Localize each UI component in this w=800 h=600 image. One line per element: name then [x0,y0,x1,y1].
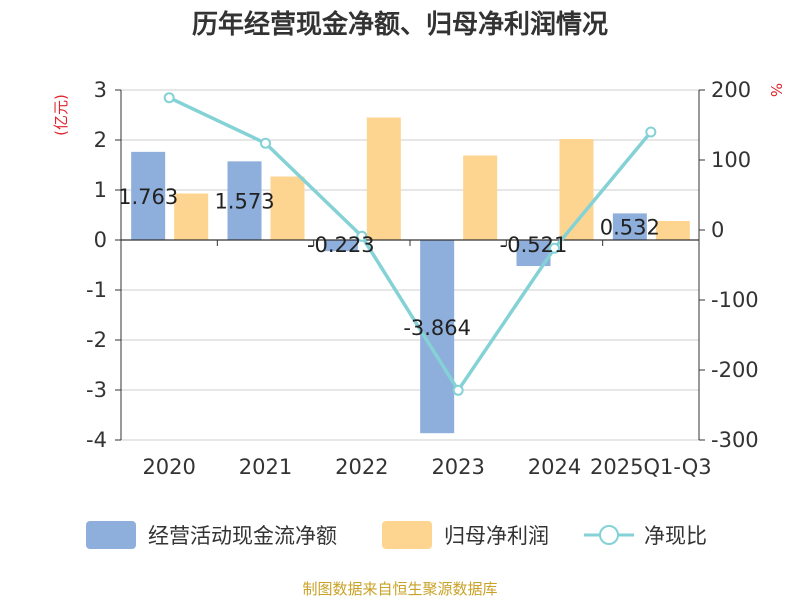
legend-label: 净现比 [644,524,707,548]
legend-label: 归母净利润 [444,524,549,548]
legend: 经营活动现金流净额 归母净利润 净现比 [86,521,707,549]
left-tick-label: 3 [94,78,107,102]
ratio-point [260,137,271,149]
profit-bar [559,139,594,240]
cashflow-data-label: -3.864 [403,316,471,340]
gridlines [121,89,699,441]
ratio-line [163,92,657,396]
right-tick-label: 200 [711,78,751,102]
cashflow-bar [227,161,262,240]
legend-swatch-marker [599,525,619,545]
left-tick-label: -4 [86,428,107,452]
legend-ratio: 净现比 [584,524,707,548]
legend-label: 经营活动现金流净额 [148,524,337,548]
left-tick-label: -1 [86,278,107,302]
left-tick-label: -3 [86,378,107,402]
right-tick-label: -200 [711,358,759,382]
bars [131,117,690,434]
cashflow-data-label: -0.223 [307,233,375,257]
ratio-point [549,242,560,254]
cashflow-data-label: -0.521 [500,233,568,257]
right-axis-unit: % [767,83,785,97]
profit-bar [366,117,401,240]
ratio-point [452,384,464,396]
category-label: 2024 [528,455,581,479]
legend-swatch [86,521,136,549]
right-tick-label: -300 [711,428,759,452]
right-tick-label: 100 [711,148,751,172]
legend-profit: 归母净利润 [382,521,549,549]
cashflow-data-label: 1.573 [214,190,274,214]
left-tick-label: -2 [86,328,107,352]
axes: 3 2 1 0 -1 -2 -3 -4 200 100 0 -100 -200 -300 2020 2021 2… [86,78,759,479]
left-tick-label: 2 [94,128,107,152]
left-axis-unit: (亿元) [52,94,70,136]
cashflow-bar [323,240,358,252]
legend-swatch [382,521,432,549]
right-tick-label: -100 [711,288,759,312]
ratio-polyline [168,96,653,393]
profit-bar [174,193,209,240]
cashflow-bar [131,151,166,240]
left-tick-label: 0 [94,228,107,252]
cashflow-data-label: 0.532 [600,216,660,240]
ratio-point [163,92,175,104]
category-label: 2021 [239,455,292,479]
profit-bar [270,176,305,240]
source-note: 制图数据来自恒生聚源数据库 [302,580,497,598]
category-label: 2023 [431,455,484,479]
right-tick-label: 0 [711,218,724,242]
category-label: 2022 [335,455,388,479]
cashflow-bar [612,213,647,240]
ratio-point [645,126,657,138]
data-labels: 1.763 1.573 -0.223 -3.864 -0.521 0.532 [118,185,660,340]
legend-cashflow: 经营活动现金流净额 [86,521,337,549]
ratio-point [356,230,368,242]
chart-title: 历年经营现金净额、归母净利润情况 [192,9,608,40]
category-label: 2025Q1-Q3 [590,455,712,479]
category-label: 2020 [142,455,195,479]
left-tick-label: 1 [94,178,107,202]
cashflow-data-label: 1.763 [118,185,178,209]
profit-bar [463,155,498,240]
profit-bar [655,221,690,240]
